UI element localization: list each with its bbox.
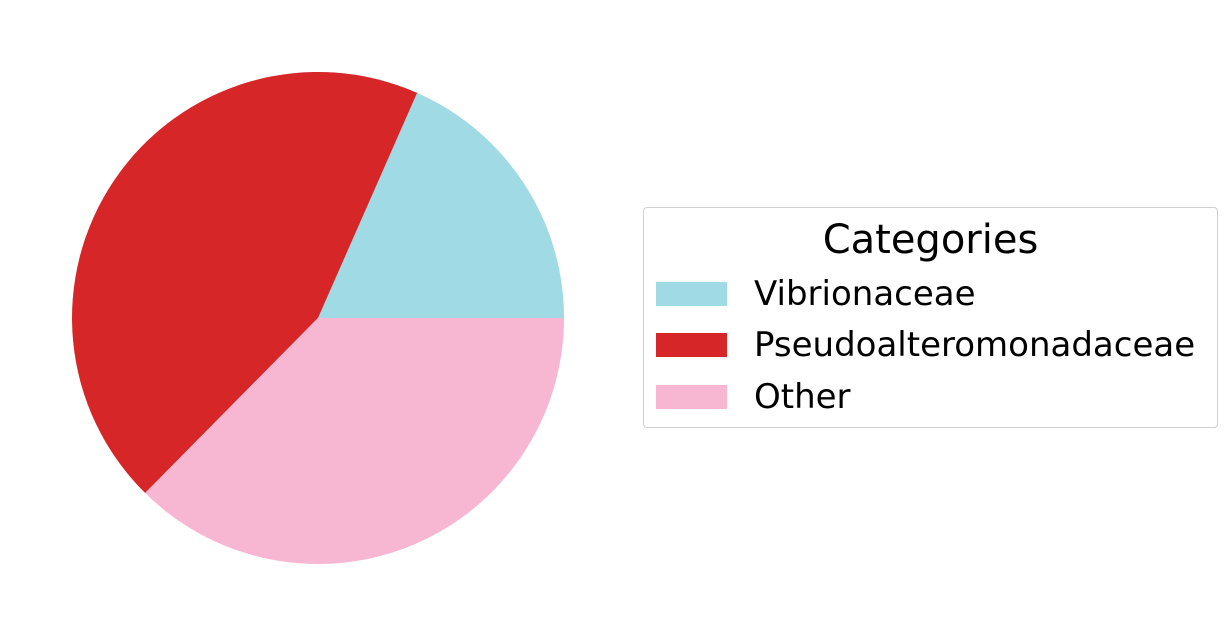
- pie-slice-pseudoalteromonadaceae: [71, 72, 418, 494]
- legend-swatch-pseudoalteromonadaceae: [656, 333, 727, 357]
- legend: Categories Vibrionaceae Pseudoalteromona…: [643, 207, 1218, 428]
- pie-slice-other: [145, 318, 564, 564]
- pie-slice-vibrionaceae: [318, 92, 564, 318]
- legend-item-vibrionaceae: Vibrionaceae: [656, 274, 976, 314]
- legend-label-pseudoalteromonadaceae: Pseudoalteromonadaceae: [754, 325, 1196, 365]
- legend-swatch-vibrionaceae: [656, 282, 727, 306]
- legend-swatch-other: [656, 385, 727, 409]
- pie-slices: [71, 72, 564, 564]
- legend-item-other: Other: [656, 377, 851, 417]
- legend-item-pseudoalteromonadaceae: Pseudoalteromonadaceae: [656, 325, 1195, 365]
- legend-label-vibrionaceae: Vibrionaceae: [754, 274, 976, 314]
- legend-label-other: Other: [754, 377, 851, 417]
- legend-title: Categories: [822, 217, 1039, 263]
